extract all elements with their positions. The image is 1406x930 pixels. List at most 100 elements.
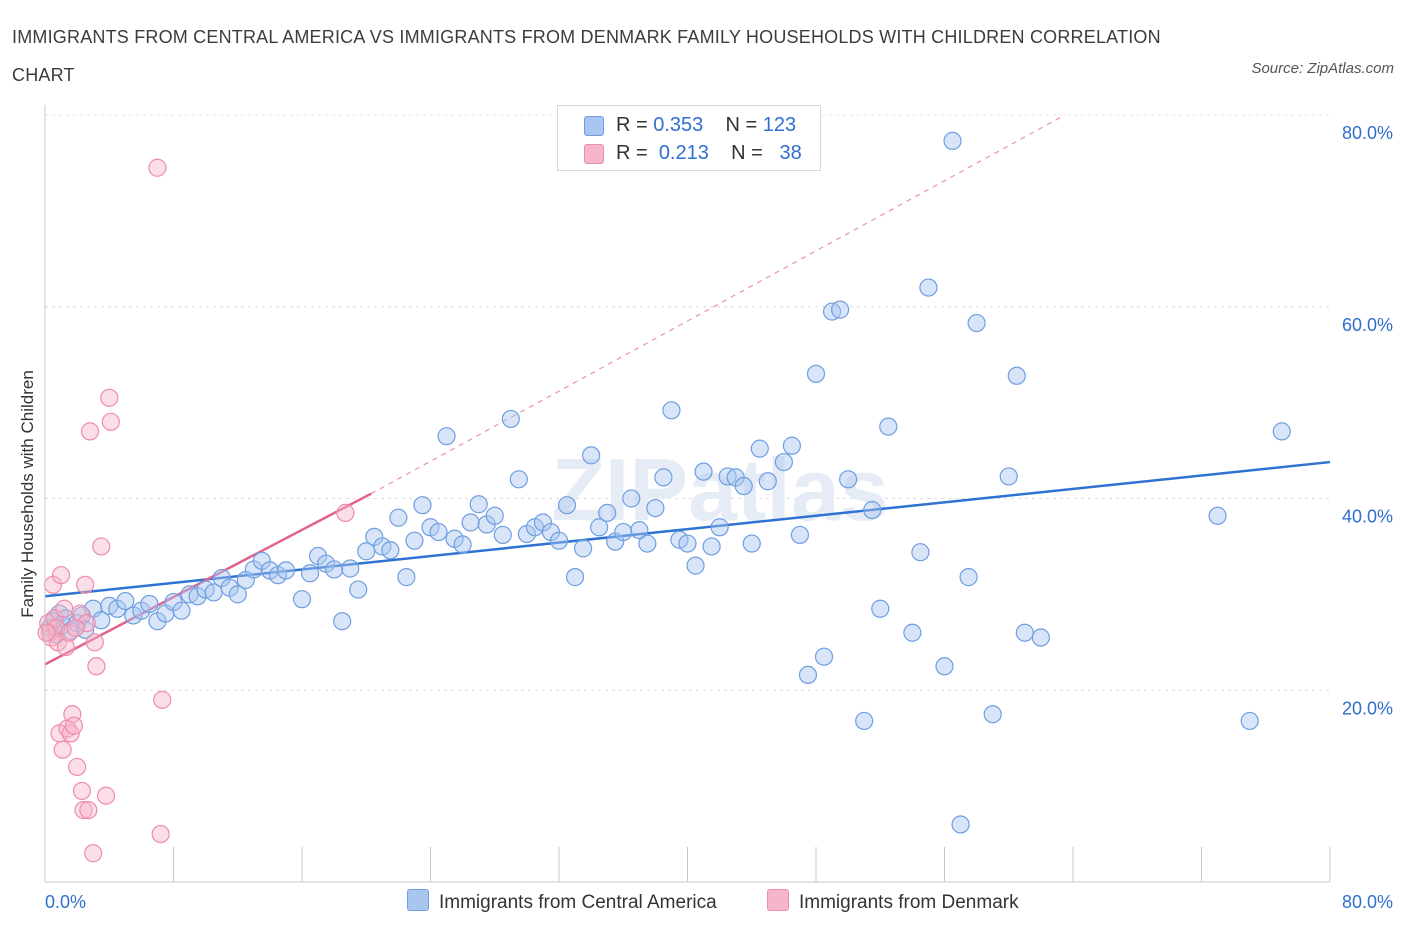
point-central-america: [582, 446, 601, 465]
point-central-america: [1031, 628, 1050, 647]
point-denmark: [96, 786, 116, 805]
point-central-america: [485, 506, 504, 525]
point-denmark: [55, 599, 74, 618]
point-central-america: [501, 409, 520, 429]
point-denmark: [51, 566, 71, 585]
point-central-america: [509, 470, 528, 489]
point-central-america: [903, 623, 922, 642]
point-central-america: [622, 489, 641, 508]
point-central-america: [276, 561, 296, 580]
point-central-america: [461, 513, 480, 532]
point-central-america: [742, 534, 761, 553]
point-denmark: [336, 503, 355, 522]
point-central-america: [814, 647, 834, 666]
point-denmark: [148, 158, 167, 177]
trend-line-denmark: [44, 492, 372, 666]
chart-title: IMMIGRANTS FROM CENTRAL AMERICA VS IMMIG…: [12, 27, 1161, 85]
point-denmark: [77, 614, 96, 633]
point-central-america: [228, 585, 247, 604]
point-denmark: [151, 824, 170, 844]
watermark: ZIPatlas: [551, 440, 888, 539]
bottom-legend-label-denmark: Immigrants from Denmark: [799, 892, 1019, 913]
point-central-america: [116, 591, 135, 611]
point-central-america: [686, 556, 705, 575]
point-denmark: [74, 800, 93, 820]
point-central-america: [702, 537, 721, 556]
legend-r-value: 0.213: [658, 142, 709, 164]
point-denmark: [79, 800, 98, 820]
point-central-america: [429, 522, 448, 542]
legend-r-label: R =: [616, 114, 654, 136]
point-central-america: [790, 525, 810, 545]
stats-legend: R = 0.353 N = 123 R = 0.213 N = 38: [557, 105, 821, 171]
point-central-america: [341, 559, 360, 578]
bottom-legend-swatch-central-america: [407, 889, 429, 911]
point-central-america: [325, 560, 344, 579]
point-central-america: [879, 417, 898, 436]
legend-n-value: 38: [779, 142, 802, 164]
legend-swatch-denmark: [584, 144, 604, 164]
point-denmark: [80, 422, 100, 441]
point-central-america: [943, 131, 962, 150]
point-central-america: [654, 468, 673, 487]
point-central-america: [935, 657, 954, 676]
point-central-america: [694, 462, 713, 481]
point-denmark: [72, 781, 92, 801]
point-central-america: [549, 531, 569, 550]
point-central-america: [662, 401, 681, 420]
point-central-america: [1272, 422, 1291, 441]
grid-layer: [45, 114, 1330, 691]
point-central-america: [140, 594, 159, 614]
point-central-america: [1015, 623, 1034, 642]
point-central-america: [172, 601, 191, 620]
point-central-america: [678, 534, 697, 553]
y-tick-label: 40.0%: [1342, 507, 1393, 527]
point-central-america: [967, 313, 986, 333]
stats-legend-row-central-america: R = 0.353 N = 123: [584, 114, 796, 138]
bottom-legend-swatch-denmark: [767, 889, 789, 911]
point-central-america: [292, 590, 312, 609]
legend-r-label: R =: [616, 142, 654, 164]
point-denmark: [56, 638, 75, 657]
point-central-america: [590, 518, 609, 537]
point-central-america: [782, 436, 802, 455]
point-central-america: [871, 599, 890, 618]
trend-line-central-america: [44, 460, 1331, 598]
point-central-america: [638, 534, 657, 553]
point-central-america: [919, 278, 938, 297]
point-central-america: [300, 564, 320, 583]
point-denmark: [68, 757, 87, 777]
point-denmark: [71, 604, 90, 623]
point-central-america: [830, 300, 850, 319]
point-central-america: [397, 568, 416, 587]
point-denmark: [66, 618, 85, 638]
point-central-america: [614, 522, 633, 542]
point-denmark: [101, 412, 120, 431]
legend-n-value: 123: [762, 114, 797, 136]
stats-legend-row-denmark: R = 0.213 N = 38: [584, 142, 802, 166]
trend-line-denmark-extension: [370, 114, 1066, 495]
point-central-america: [646, 498, 665, 518]
trend-lines-layer: [44, 114, 1331, 666]
point-central-america: [806, 364, 826, 383]
point-denmark: [153, 690, 172, 709]
point-central-america: [710, 518, 729, 537]
point-central-america: [999, 467, 1018, 486]
y-axis-label: Family Households with Children: [18, 370, 37, 618]
point-denmark: [63, 705, 82, 724]
point-denmark: [76, 575, 95, 594]
point-denmark: [100, 388, 119, 407]
point-central-america: [389, 508, 408, 527]
point-central-america: [951, 815, 970, 834]
point-central-america: [565, 568, 585, 587]
point-denmark: [87, 657, 106, 676]
point-central-america: [758, 472, 777, 491]
point-central-america: [1007, 366, 1026, 385]
source-note: Source: ZipAtlas.com: [1251, 60, 1394, 77]
point-central-america: [437, 427, 456, 446]
point-central-america: [349, 580, 368, 599]
point-central-america: [598, 503, 617, 522]
point-denmark: [85, 633, 104, 652]
point-central-america: [557, 496, 577, 515]
bottom-legend-label-central-america: Immigrants from Central America: [439, 892, 717, 913]
